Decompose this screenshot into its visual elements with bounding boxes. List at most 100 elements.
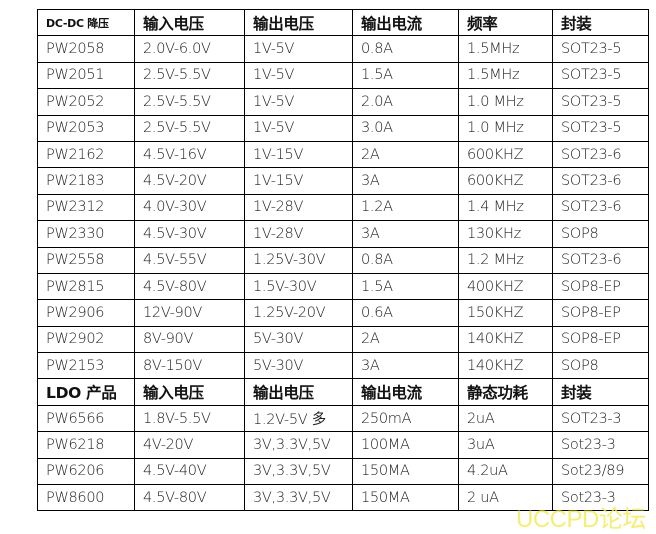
table-cell: 0.6A	[352, 299, 459, 327]
table-cell: 1V-28V	[244, 220, 353, 248]
table-cell: 1.5V-30V	[244, 272, 353, 301]
table-cell: 140KHZ	[458, 325, 553, 354]
table-cell: 2.5V-5.5V	[134, 88, 245, 116]
header-cell: 输出电压	[244, 378, 353, 406]
table-cell: 1.25V-30V	[244, 246, 353, 274]
table-cell: SOT23-6	[552, 246, 649, 274]
table-cell: 1V-5V	[244, 88, 353, 116]
table-row: PW2052 2.5V-5.5V 1V-5V 2.0A 1.0 MHz SOT23-5	[37, 88, 649, 116]
table-cell: SOT23-6	[552, 140, 649, 169]
header-cell: 输出电流	[352, 8, 459, 37]
header-cell: 频率	[458, 8, 553, 37]
table-cell: 1.4 MHz	[458, 193, 553, 222]
table-cell: 250mA	[352, 404, 459, 433]
table-cell: SOT23-5	[552, 61, 649, 90]
table-row: PW2312 4.0V-30V 1V-28V 1.2A 1.4 MHz SOT23-6	[37, 193, 649, 222]
table-cell: 1.2V-5V 多	[244, 404, 353, 433]
table-cell: PW2052	[37, 88, 135, 116]
table-cell: 1V-5V	[244, 61, 353, 90]
header-cell: 输入电压	[134, 8, 245, 37]
table-cell: PW2162	[37, 140, 135, 169]
header-cell: 输入电压	[134, 378, 245, 406]
table-cell: 1.5MHz	[458, 35, 553, 63]
table-cell: 3A	[352, 220, 459, 248]
table-cell: PW2330	[37, 220, 135, 248]
table-cell: 8V-150V	[134, 352, 245, 380]
table-cell: 4.5V-20V	[134, 167, 245, 195]
table-header-row: DC-DC 降压 输入电压 输出电压 输出电流 频率 封装	[37, 8, 649, 37]
table-cell: 5V-30V	[244, 325, 353, 354]
table-cell: 1.2A	[352, 193, 459, 222]
table-cell: Sot23/89	[552, 457, 649, 486]
table-cell: PW2053	[37, 114, 135, 142]
table-row: PW8600 4.5V-80V 3V,3.3V,5V 150MA 2 uA Sot23-3	[37, 484, 649, 512]
table-cell: SOT23-3	[552, 404, 649, 433]
table-cell: SOP8-EP	[552, 272, 649, 301]
table-row: PW2053 2.5V-5.5V 1V-5V 3.0A 1.0 MHz SOT23-5	[37, 114, 649, 142]
table-cell: 600KHZ	[458, 167, 553, 195]
table-header-row: LDO 产品 输入电压 输出电压 输出电流 静态功耗 封装	[37, 378, 649, 406]
table-cell: 1.25V-20V	[244, 299, 353, 327]
watermark: UCCPD论坛	[516, 506, 646, 533]
table-cell: SOT23-5	[552, 114, 649, 142]
table-cell: 4V-20V	[134, 431, 245, 459]
table-cell: SOP8	[552, 220, 649, 248]
table-cell: 2uA	[458, 404, 553, 433]
table-cell: 0.8A	[352, 35, 459, 63]
table-cell: SOT23-6	[552, 193, 649, 222]
table-cell: 12V-90V	[134, 299, 245, 327]
table-row: PW2051 2.5V-5.5V 1V-5V 1.5A 1.5MHz SOT23-5	[37, 61, 649, 90]
table-cell: PW2183	[37, 167, 135, 195]
table-cell: 4.5V-30V	[134, 220, 245, 248]
table-cell: 1V-5V	[244, 114, 353, 142]
table-cell: 4.0V-30V	[134, 193, 245, 222]
table-row: PW2330 4.5V-30V 1V-28V 3A 130KHz SOP8	[37, 220, 649, 248]
table-cell: 2.0A	[352, 88, 459, 116]
table-cell: 2.5V-5.5V	[134, 61, 245, 90]
table-cell: 5V-30V	[244, 352, 353, 380]
table-cell: 3V,3.3V,5V	[244, 457, 353, 486]
table-cell: 1V-15V	[244, 140, 353, 169]
header-cell: 静态功耗	[458, 378, 553, 406]
table-cell: PW6206	[37, 457, 135, 486]
table-cell: 2.5V-5.5V	[134, 114, 245, 142]
table-cell: 1.8V-5.5V	[134, 404, 245, 433]
header-cell: LDO 产品	[37, 378, 135, 406]
table-row: PW6206 4.5V-40V 3V,3.3V,5V 150MA 4.2uA Sot23/…	[37, 457, 649, 486]
table-cell: 8V-90V	[134, 325, 245, 354]
table-row: PW2058 2.0V-6.0V 1V-5V 0.8A 1.5MHz SOT23-5	[37, 35, 649, 63]
product-table: DC-DC 降压 输入电压 输出电压 输出电流 频率 封装 PW2058 2.0V-6.0V 1…	[37, 8, 649, 512]
table-cell: PW6218	[37, 431, 135, 459]
table-row: PW6218 4V-20V 3V,3.3V,5V 100MA 3uA Sot23-3	[37, 431, 649, 459]
table-cell: 3uA	[458, 431, 553, 459]
table-cell: Sot23-3	[552, 431, 649, 459]
table-cell: 1V-15V	[244, 167, 353, 195]
table-cell: 3V,3.3V,5V	[244, 484, 353, 512]
table-cell: 600KHZ	[458, 140, 553, 169]
table-cell: PW2558	[37, 246, 135, 274]
table-cell: 1.5A	[352, 272, 459, 301]
table-cell: SOP8-EP	[552, 325, 649, 354]
table-cell: 2A	[352, 140, 459, 169]
table-cell: Sot23-3	[552, 484, 649, 512]
table-cell: 400KHZ	[458, 272, 553, 301]
table-row: PW2162 4.5V-16V 1V-15V 2A 600KHZ SOT23-6	[37, 140, 649, 169]
table-cell: SOT23-5	[552, 88, 649, 116]
table-cell: PW2902	[37, 325, 135, 354]
table-cell: PW2312	[37, 193, 135, 222]
table-cell: PW8600	[37, 484, 135, 512]
table-cell: 2.0V-6.0V	[134, 35, 245, 63]
table-cell: SOP8-EP	[552, 299, 649, 327]
table-row: PW2906 12V-90V 1.25V-20V 0.6A 150KHZ SOP8-EP	[37, 299, 649, 327]
table-cell: 150MA	[352, 457, 459, 486]
header-cell: 输出电压	[244, 8, 353, 37]
table-cell: PW2815	[37, 272, 135, 301]
table-cell: SOT23-6	[552, 167, 649, 195]
table-row: PW2183 4.5V-20V 1V-15V 3A 600KHZ SOT23-6	[37, 167, 649, 195]
header-cell: 输出电流	[352, 378, 459, 406]
table-cell: 1.0 MHz	[458, 88, 553, 116]
table-cell: 1.5MHz	[458, 61, 553, 90]
table-cell: 130KHz	[458, 220, 553, 248]
table-cell: PW2906	[37, 299, 135, 327]
table-cell: 1.5A	[352, 61, 459, 90]
